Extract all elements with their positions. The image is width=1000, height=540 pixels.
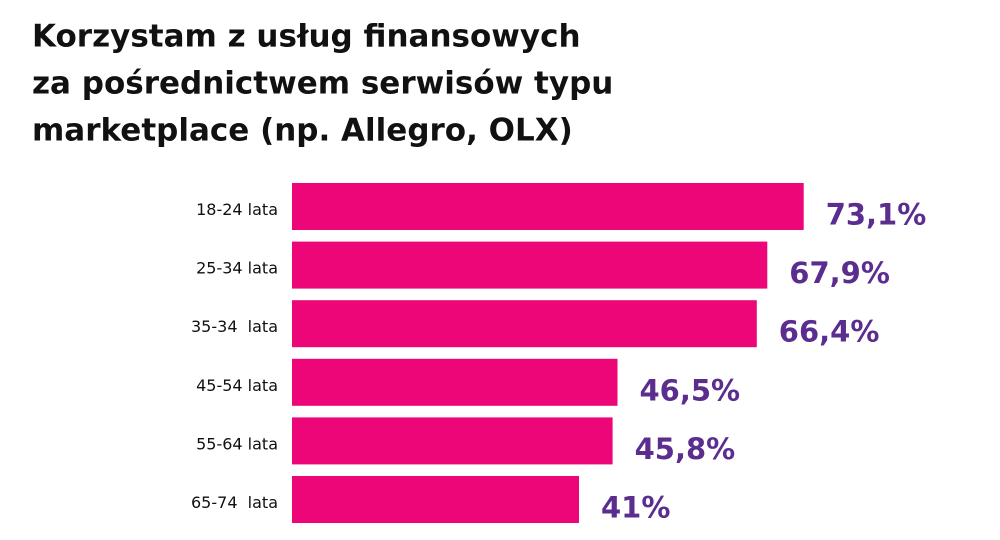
category-label: 18-24 lata — [196, 200, 278, 219]
chart-title: za pośrednictwem serwisów typu — [32, 66, 613, 102]
value-label: 67,9% — [789, 256, 890, 290]
chart-title: Korzystam z usług finansowych — [32, 19, 581, 55]
value-label: 41% — [601, 491, 670, 525]
category-label: 35-34 lata — [191, 317, 278, 336]
value-label: 66,4% — [779, 315, 880, 349]
bar — [292, 417, 613, 465]
category-label: 25-34 lata — [196, 259, 278, 278]
bar — [292, 183, 804, 230]
value-label: 73,1% — [826, 198, 927, 232]
bar — [292, 241, 768, 289]
bar — [292, 476, 579, 523]
category-label: 65-74 lata — [191, 493, 278, 512]
chart-title: marketplace (np. Allegro, OLX) — [32, 113, 573, 149]
value-label: 46,5% — [640, 373, 741, 407]
value-label: 45,8% — [635, 432, 736, 466]
category-label: 45-54 lata — [196, 376, 278, 395]
bar — [292, 300, 757, 348]
category-label: 55-64 lata — [196, 434, 278, 453]
bar — [292, 358, 618, 406]
